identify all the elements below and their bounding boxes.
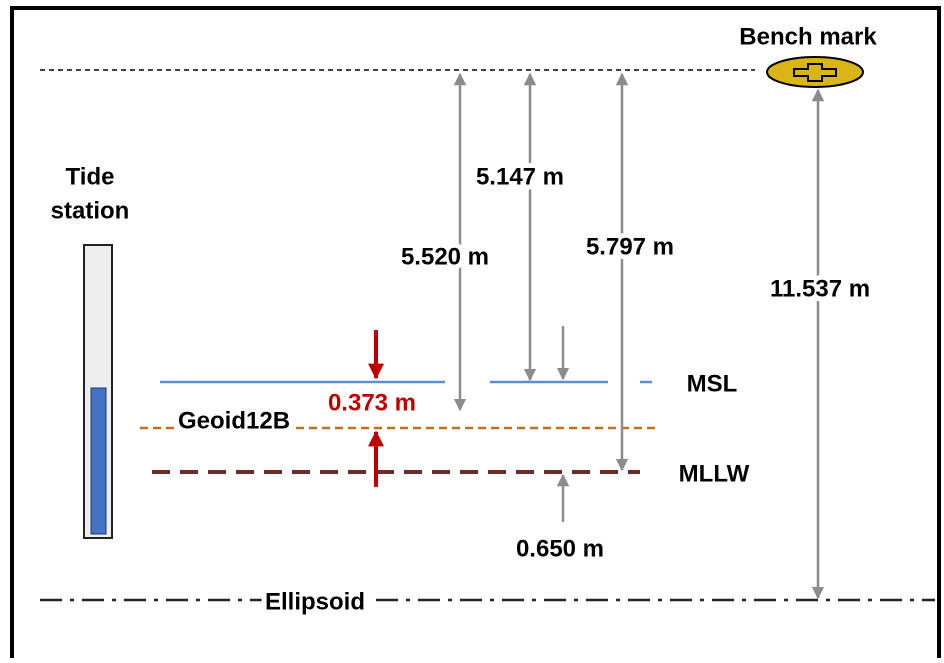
tide-label: Tide	[66, 163, 115, 190]
measure-label: 0.650 m	[516, 535, 604, 562]
bench-label: Bench mark	[739, 23, 877, 50]
measure-label: 5.797 m	[586, 233, 674, 260]
measure-label: 11.537 m	[770, 275, 870, 302]
measure-label: 5.520 m	[401, 243, 489, 270]
diagram: Bench mark Tide station 5.520 m 5.147 m …	[0, 0, 944, 658]
tide-label: station	[51, 197, 130, 224]
tide-water	[91, 388, 106, 534]
frame	[12, 8, 939, 658]
ellipsoid-label: Ellipsoid	[265, 588, 365, 615]
measure-label: 0.373 m	[328, 389, 416, 416]
geoid-label: Geoid12B	[178, 407, 290, 434]
mllw-label: MLLW	[679, 460, 750, 487]
msl-label: MSL	[687, 370, 738, 397]
measure-label: 5.147 m	[476, 163, 564, 190]
